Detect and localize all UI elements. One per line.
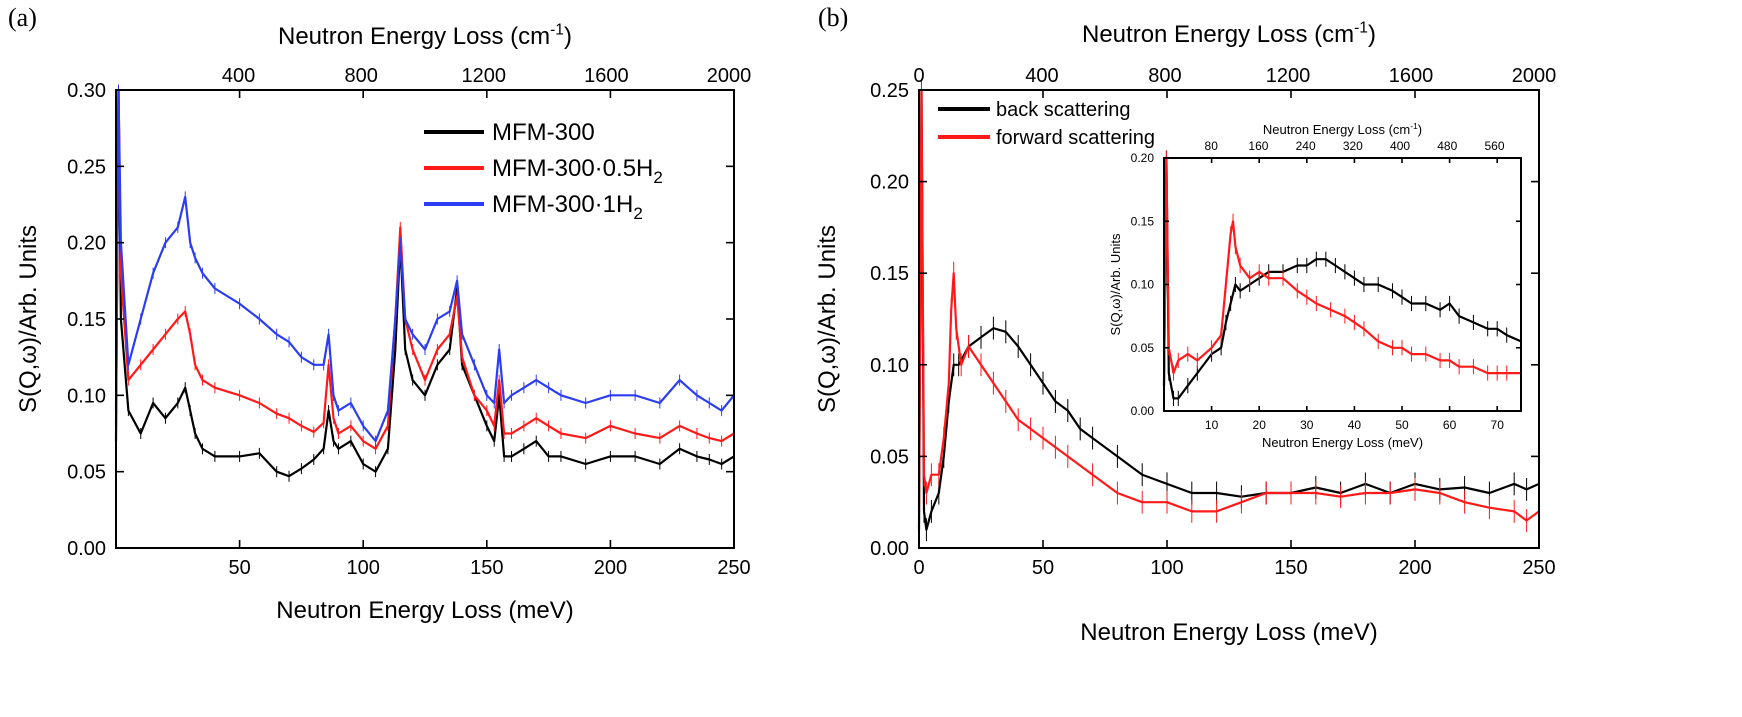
y-tick-label: 0.25	[870, 80, 909, 102]
panel-label: (a)	[8, 3, 37, 32]
x-tick-label: 100	[347, 557, 380, 579]
x2-tick-label: 2000	[707, 65, 752, 87]
x-tick-label: 30	[1300, 418, 1314, 432]
x2-axis-label: Neutron Energy Loss (cm-1)	[278, 21, 572, 50]
y-tick-label: 0.00	[67, 538, 106, 560]
legend-entry: MFM-300·0.5H2	[492, 155, 663, 187]
x-tick-label: 200	[594, 557, 627, 579]
legend-entry: forward scattering	[996, 127, 1155, 149]
y-tick-label: 0.00	[870, 538, 909, 560]
legend: back scattering forward scattering	[938, 99, 1155, 149]
legend-entry: MFM-300·1H2	[492, 191, 643, 223]
x-tick-label: 0	[913, 557, 924, 579]
x2-tick-label: 2000	[1512, 65, 1557, 87]
x2-tick-label: 800	[345, 65, 378, 87]
y-axis-label: S(Q,ω)/Arb. Units	[1108, 233, 1123, 335]
x2-tick-label: 320	[1343, 139, 1363, 153]
legend: MFM-300 MFM-300·0.5H2 MFM-300·1H2	[424, 119, 663, 223]
x2-tick-label: 80	[1205, 139, 1219, 153]
panel-a: 50 100 150 200 250 400 800 1200 1600 2000 0.00 0.05…	[8, 3, 751, 624]
series-line	[1164, 158, 1521, 398]
x-tick-label: 250	[1522, 557, 1555, 579]
legend-entry: back scattering	[996, 99, 1131, 121]
y-tick-label: 0.20	[1131, 151, 1155, 165]
x-tick-label: 20	[1253, 418, 1267, 432]
y-tick-label: 0.15	[67, 309, 106, 331]
x2-tick-label: 1600	[584, 65, 629, 87]
x-tick-label: 50	[1032, 557, 1054, 579]
x2-tick-label: 480	[1437, 139, 1457, 153]
y-tick-label: 0.00	[1131, 404, 1155, 418]
x-tick-label: 100	[1150, 557, 1183, 579]
y-tick-label: 0.10	[1131, 278, 1155, 292]
series-forward-scattering	[1164, 150, 1521, 393]
x-tick-label: 50	[228, 557, 250, 579]
y-tick-label: 0.30	[67, 80, 106, 102]
x2-tick-label: 800	[1148, 65, 1181, 87]
x2-tick-label: 400	[1025, 65, 1058, 87]
y-tick-label: 0.05	[67, 462, 106, 484]
panel-b-inset: 10 20 30 40 50 60 70 80 160 240 320 400 480 560 0.00 0.…	[1108, 121, 1521, 450]
y-tick-label: 0.20	[67, 233, 106, 255]
x2-tick-label: 1600	[1389, 65, 1434, 87]
x-tick-label: 40	[1348, 418, 1362, 432]
x2-tick-label: 560	[1484, 139, 1504, 153]
x2-tick-label: 400	[1390, 139, 1410, 153]
x-tick-label: 10	[1205, 418, 1219, 432]
x2-axis-label: Neutron Energy Loss (cm-1)	[1263, 121, 1422, 137]
y-tick-label: 0.05	[1131, 341, 1155, 355]
x2-tick-label: 400	[222, 65, 255, 87]
y-tick-label: 0.10	[67, 385, 106, 407]
x-axis-label: Neutron Energy Loss (meV)	[276, 597, 573, 624]
y-tick-label: 0.15	[870, 263, 909, 285]
x2-tick-label: 240	[1296, 139, 1316, 153]
x-tick-label: 50	[1395, 418, 1409, 432]
y-tick-label: 0.10	[870, 355, 909, 377]
x-tick-label: 150	[470, 557, 503, 579]
y-tick-label: 0.20	[870, 172, 909, 194]
y-axis-label: S(Q,ω)/Arb. Units	[814, 225, 841, 413]
legend-entry: MFM-300	[492, 119, 595, 146]
figure: 50 100 150 200 250400 800 1200 1600 20000.000.05…	[0, 0, 1742, 717]
x-tick-label: 250	[717, 557, 750, 579]
y-tick-label: 0.05	[870, 446, 909, 468]
panel-label: (b)	[818, 3, 848, 32]
x2-tick-label: 1200	[462, 65, 507, 87]
series-line	[1164, 158, 1521, 386]
y-tick-label: 0.25	[67, 156, 106, 178]
x-tick-label: 200	[1398, 557, 1431, 579]
series-mfm-300	[116, 85, 734, 482]
x2-tick-label: 1200	[1266, 65, 1311, 87]
x-tick-label: 150	[1274, 557, 1307, 579]
x2-tick-label: 0	[913, 65, 924, 87]
x2-axis-label: Neutron Energy Loss (cm-1)	[1082, 19, 1376, 48]
x-tick-label: 60	[1443, 418, 1457, 432]
plot-frame	[1164, 158, 1521, 411]
x2-tick-label: 160	[1248, 139, 1268, 153]
y-tick-label: 0.15	[1131, 214, 1155, 228]
x-tick-label: 70	[1491, 418, 1505, 432]
x-axis-label: Neutron Energy Loss (meV)	[1262, 435, 1423, 450]
series-line	[116, 90, 734, 476]
series-line	[116, 90, 734, 441]
x-axis-label: Neutron Energy Loss (meV)	[1080, 619, 1377, 646]
panel-b: 0 50 100 150 200 250 0 400 800 1200 1600 2000 0.00 0.…	[814, 3, 1556, 646]
y-axis-label: S(Q,ω)/Arb. Units	[15, 225, 42, 413]
